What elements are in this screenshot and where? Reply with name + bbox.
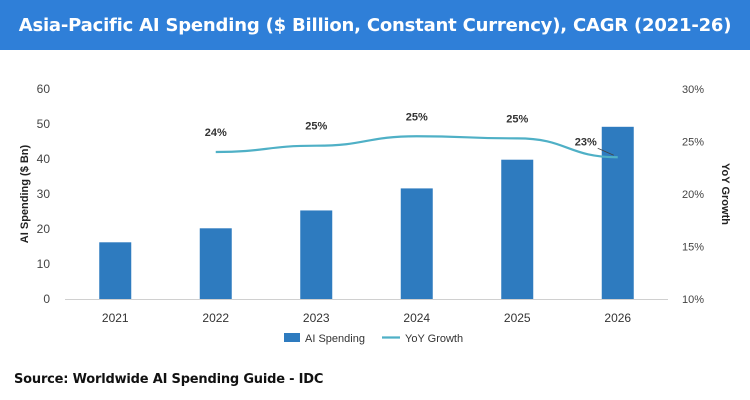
bar-2022 — [199, 228, 232, 299]
data-label-yoy: 24% — [205, 127, 227, 139]
y-tick-label: 0 — [43, 292, 50, 306]
legend-label-yoy-growth: YoY Growth — [405, 333, 463, 345]
y2-tick-label: 25% — [682, 137, 704, 149]
x-tick-label: 2023 — [303, 311, 330, 325]
data-label-yoy: 23% — [575, 136, 597, 148]
y-tick-label: 60 — [37, 82, 51, 96]
y2-tick-label: 30% — [682, 84, 704, 96]
x-tick-label: 2025 — [504, 311, 531, 325]
x-tick-label: 2022 — [202, 311, 229, 325]
bar-2024 — [400, 188, 433, 299]
x-tick-label: 2026 — [604, 311, 631, 325]
data-label-leader — [597, 147, 614, 156]
bar-2021 — [99, 242, 132, 299]
bar-2026 — [601, 126, 634, 299]
chart-title: Asia-Pacific AI Spending ($ Billion, Con… — [18, 14, 732, 36]
chart-area: 0 10 20 30 40 50 60 10% 15% 20% 25% 30% AI Spending … — [0, 50, 750, 360]
y-tick-label: 20 — [37, 222, 51, 236]
line-yoy-growth — [215, 135, 618, 159]
x-tick-label: 2024 — [403, 311, 430, 325]
y-tick-label: 10 — [37, 257, 51, 271]
data-label-yoy: 25% — [305, 121, 327, 133]
legend-swatch-bar — [284, 333, 300, 342]
title-bar: Asia-Pacific AI Spending ($ Billion, Con… — [0, 0, 750, 50]
bar-2025 — [501, 159, 534, 299]
y2-tick-label: 20% — [682, 189, 704, 201]
legend-label-ai-spending: AI Spending — [305, 333, 365, 345]
y-tick-label: 50 — [37, 117, 51, 131]
y-axis-title: AI Spending ($ Bn) — [19, 144, 31, 243]
combo-chart: 0 10 20 30 40 50 60 10% 15% 20% 25% 30% AI Spending … — [19, 82, 731, 345]
source-note: Source: Worldwide AI Spending Guide - ID… — [14, 372, 324, 387]
y2-tick-label: 15% — [682, 242, 704, 254]
bar-2023 — [300, 210, 333, 299]
y2-axis-title: YoY Growth — [719, 163, 731, 225]
data-label-yoy: 25% — [406, 111, 428, 123]
y-tick-label: 40 — [37, 152, 51, 166]
y-tick-label: 30 — [37, 187, 51, 201]
x-tick-label: 2021 — [102, 311, 129, 325]
y2-tick-label: 10% — [682, 294, 704, 306]
data-label-yoy: 25% — [506, 113, 528, 125]
